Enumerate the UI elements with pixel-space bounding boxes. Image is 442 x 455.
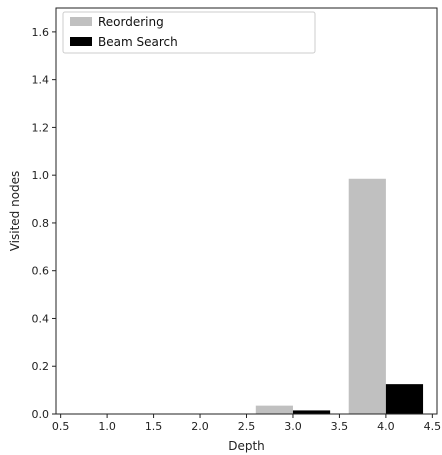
legend-label-beam-search: Beam Search: [98, 35, 178, 49]
x-axis-ticks: 0.5 1.0 1.5 2.0 2.5 3.0 3.5 4.0 4.5: [52, 414, 441, 433]
legend-box: [62, 11, 316, 54]
legend-swatch-beam-search: [70, 37, 92, 46]
y-tick-label: 1.0: [32, 169, 50, 182]
y-tick-label: 1.6: [32, 26, 50, 39]
y-tick-label: 0.0: [32, 408, 50, 421]
y-tick-label: 0.8: [32, 217, 50, 230]
bar-series-1-point-0: [292, 410, 331, 414]
y-tick-label: 0.4: [32, 312, 50, 325]
bar-series-0-point-0: [255, 405, 293, 414]
y-tick-label: 0.6: [32, 265, 50, 278]
legend: Reordering Beam Search: [62, 11, 316, 54]
x-tick-label: 1.0: [98, 420, 116, 433]
y-tick-label: 1.4: [32, 74, 50, 87]
bars-layer: [255, 178, 424, 414]
x-tick-label: 4.5: [424, 420, 442, 433]
y-tick-label: 1.2: [32, 121, 50, 134]
x-tick-label: 0.5: [52, 420, 70, 433]
y-tick-label: 0.2: [32, 360, 50, 373]
y-axis-label: Visited nodes: [8, 171, 22, 252]
legend-label-reordering: Reordering: [98, 15, 164, 29]
x-tick-label: 1.5: [145, 420, 163, 433]
legend-swatch-reordering: [70, 17, 92, 26]
y-axis-ticks: 0.0 0.2 0.4 0.6 0.8 1.0 1.2 1.4 1.6: [32, 26, 56, 421]
x-tick-label: 4.0: [377, 420, 395, 433]
x-tick-label: 2.0: [191, 420, 209, 433]
x-tick-label: 3.5: [331, 420, 349, 433]
bar-series-1-point-1: [385, 384, 424, 414]
x-tick-label: 2.5: [238, 420, 256, 433]
bar-series-0-point-1: [348, 178, 386, 414]
x-axis-label: Depth: [228, 439, 265, 453]
x-tick-label: 3.0: [284, 420, 302, 433]
